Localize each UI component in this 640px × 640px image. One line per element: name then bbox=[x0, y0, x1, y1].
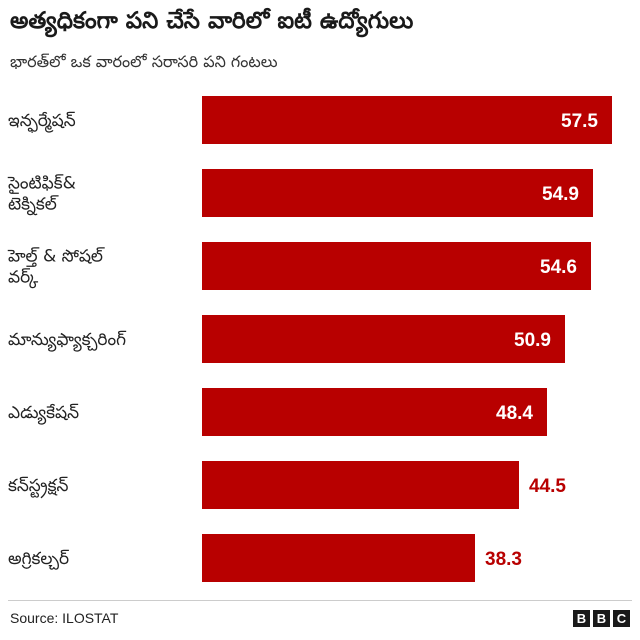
bbc-logo: B B C bbox=[573, 610, 630, 627]
footer-divider bbox=[8, 600, 632, 601]
bar bbox=[202, 388, 547, 436]
value-label: 57.5 bbox=[561, 111, 598, 132]
bar bbox=[202, 96, 612, 144]
category-label: ఇన్ఫర్మేషన్ bbox=[8, 111, 76, 133]
value-label: 50.9 bbox=[514, 330, 551, 351]
category-label: వర్క్ bbox=[8, 268, 39, 289]
bbc-logo-letter: C bbox=[613, 610, 630, 627]
category-label: ఎడ్యుకేషన్ bbox=[8, 403, 79, 425]
chart-title: అత్యధికంగా పని చేసే వారిలో ఐటీ ఉద్యోగులు bbox=[10, 8, 414, 34]
value-label: 44.5 bbox=[529, 476, 566, 497]
bar bbox=[202, 461, 519, 509]
bar-chart: ఇన్ఫర్మేషన్ 57.5 సైంటిఫిక్&టెక్నికల్ 54.9 హె… bbox=[7, 96, 612, 582]
category-label: అగ్రికల్చర్ bbox=[8, 549, 69, 570]
source-note: Source: ILOSTAT bbox=[10, 610, 119, 626]
bar bbox=[202, 315, 565, 363]
value-label: 38.3 bbox=[485, 549, 522, 570]
bbc-logo-letter: B bbox=[593, 610, 610, 627]
bar bbox=[202, 169, 593, 217]
category-label: హెల్త్ & సోషల్ bbox=[7, 247, 105, 268]
value-label: 54.9 bbox=[542, 184, 579, 205]
category-label: టెక్నికల్ bbox=[8, 195, 59, 216]
chart-subtitle: భారత్‌లో ఒక వారంలో సరాసరి పని గంటలు bbox=[10, 52, 278, 71]
category-label: మాన్యుఫ్యాక్చరింగ్ bbox=[8, 330, 127, 352]
bbc-logo-letter: B bbox=[573, 610, 590, 627]
value-label: 54.6 bbox=[540, 257, 577, 278]
bar bbox=[202, 242, 591, 290]
value-label: 48.4 bbox=[496, 403, 533, 424]
category-label: కన్‌స్ట్రక్షన్ bbox=[8, 476, 69, 499]
bar bbox=[202, 534, 475, 582]
category-label: సైంటిఫిక్& bbox=[7, 174, 76, 195]
